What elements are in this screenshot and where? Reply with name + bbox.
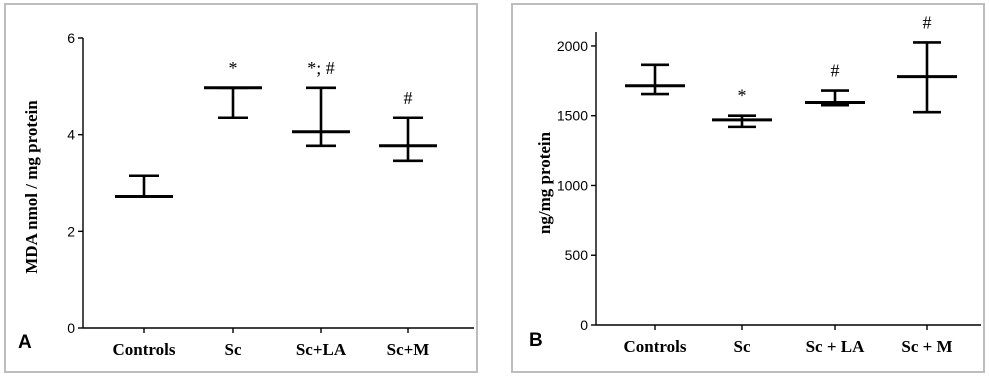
y-tick-label: 2000 — [557, 38, 588, 54]
y-axis-label: MDA nmol / mg protein — [22, 100, 41, 274]
panel-label-b: B — [529, 330, 543, 351]
x-tick-label: Sc+LA — [296, 340, 347, 359]
x-tick-label: Sc + LA — [806, 337, 866, 356]
y-tick-label: 1500 — [557, 108, 588, 124]
chart-panel-a: 0 2 4 6 Controls Sc * Sc+LA *; # Sc+M # MDA nmol /… — [4, 3, 478, 373]
y-tick-label: 6 — [67, 30, 75, 46]
x-tick-label: Sc+M — [387, 340, 430, 359]
x-tick-label: Sc — [225, 340, 242, 359]
x-tick-label: Controls — [624, 337, 687, 356]
significance-annotation: * — [738, 86, 747, 106]
x-tick-label: Sc + M — [901, 337, 952, 356]
y-tick-label: 2 — [67, 223, 75, 239]
significance-annotation: # — [831, 61, 840, 81]
chart-panel-b: 0 500 1000 1500 2000 Controls Sc * Sc + LA # Sc + … — [511, 3, 985, 373]
y-tick-label: 0 — [580, 317, 588, 333]
chart-b-svg: 0 500 1000 1500 2000 Controls Sc * Sc + LA # Sc + … — [557, 12, 981, 356]
significance-annotation: * — [229, 58, 238, 78]
y-tick-label: 4 — [67, 127, 75, 143]
y-tick-label: 1000 — [557, 177, 588, 193]
y-tick-label: 0 — [67, 320, 75, 336]
x-tick-label: Sc — [734, 337, 751, 356]
chart-a-svg: 0 2 4 6 Controls Sc * Sc+LA *; # Sc+M # — [67, 30, 474, 359]
panel-label-a: A — [18, 332, 32, 353]
significance-annotation: *; # — [307, 58, 335, 78]
significance-annotation: # — [923, 12, 932, 32]
x-tick-label: Controls — [113, 340, 176, 359]
y-axis-label: ng/mg protein — [535, 131, 554, 235]
y-tick-label: 500 — [565, 247, 589, 263]
significance-annotation: # — [404, 88, 413, 108]
